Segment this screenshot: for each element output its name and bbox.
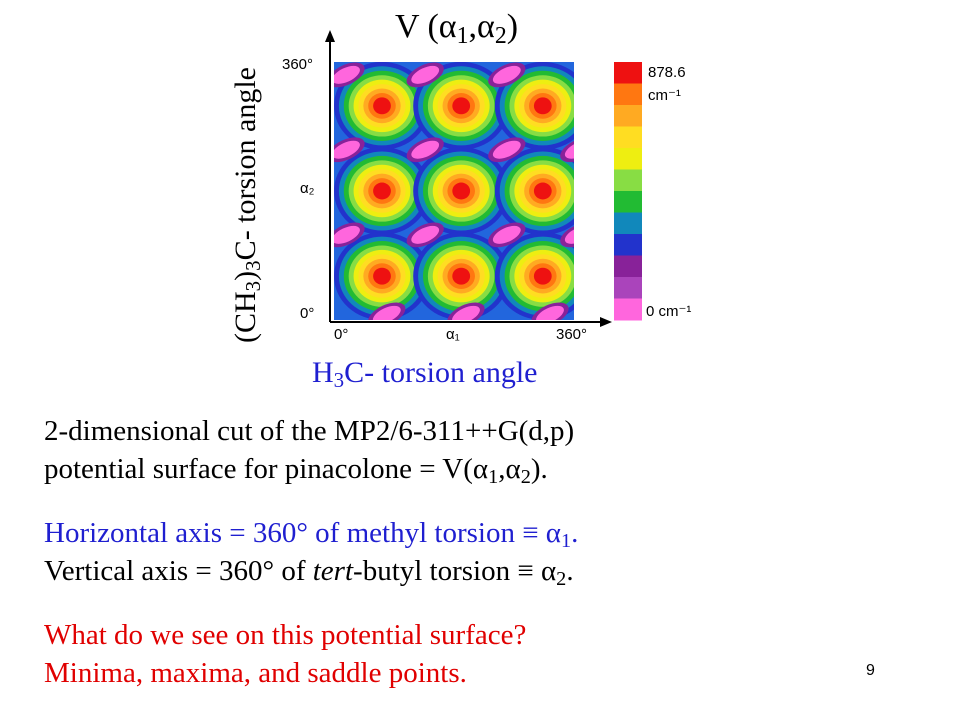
saddle-lobe (334, 65, 360, 84)
colorbar-segment (614, 83, 642, 106)
colorbar-segment (614, 126, 642, 149)
saddle-lobe (536, 305, 564, 320)
saddle-lobe (452, 305, 480, 320)
saddle-lobe (492, 140, 521, 159)
text-line-6: Minima, maxima, and saddle points. (44, 657, 467, 689)
colorbar-segment (614, 255, 642, 278)
colorbar-segment (614, 169, 642, 192)
y-tick-bottom: 0° (300, 305, 315, 322)
colorbar-segment (614, 148, 642, 170)
colorbar-segment (614, 62, 642, 84)
saddle-lobe (564, 225, 574, 244)
figure-title: V (α1,α2) (395, 8, 519, 49)
saddle-lobe (334, 225, 360, 244)
x-axis-label: H3C- torsion angle (312, 356, 538, 393)
text-line-4: Vertical axis = 360° of tert-butyl torsi… (44, 555, 574, 591)
text-line-3: Horizontal axis = 360° of methyl torsion… (44, 517, 579, 553)
saddle-lobe (411, 225, 440, 244)
x-tick-right: 360° (556, 326, 588, 343)
contour-ring (533, 97, 552, 115)
saddle-lobe (411, 140, 440, 159)
colorbar-segment (614, 234, 642, 256)
colorbar-segment (614, 298, 642, 321)
colorbar-max-unit: cm⁻¹ (648, 87, 681, 104)
colorbar-segment (614, 212, 642, 235)
text-line-5: What do we see on this potential surface… (44, 619, 527, 651)
contour-ring (373, 97, 391, 115)
colorbar (614, 62, 642, 321)
contour-ring (533, 267, 552, 285)
colorbar-segment (614, 191, 642, 213)
contour-plot (334, 62, 574, 320)
colorbar-max-label: 878.6 (648, 64, 686, 81)
contour-ring (452, 182, 471, 200)
contour-ring (533, 182, 552, 200)
contour-ring (452, 97, 471, 115)
text-line-1: 2-dimensional cut of the MP2/6-311++G(d,… (44, 415, 575, 447)
y-tick-mid: α₂ (300, 180, 315, 197)
contour-ring (373, 267, 391, 285)
colorbar-segment (614, 277, 642, 299)
saddle-lobe (411, 65, 440, 84)
saddle-lobe (372, 305, 401, 320)
colorbar-segment (614, 105, 642, 127)
y-axis-arrow-icon (325, 30, 335, 42)
contour-ring (373, 182, 391, 200)
text-line-2: potential surface for pinacolone = V(α1,… (44, 453, 548, 489)
y-tick-top: 360° (282, 56, 314, 73)
colorbar-min-label: 0 cm⁻¹ (646, 303, 692, 320)
page-number: 9 (866, 662, 875, 679)
saddle-lobe (492, 225, 521, 244)
contour-ring (452, 267, 471, 285)
x-axis-arrow-icon (600, 317, 612, 327)
saddle-lobe (564, 140, 574, 159)
x-tick-mid: α₁ (446, 326, 460, 343)
saddle-lobe (334, 140, 360, 159)
x-tick-left: 0° (334, 326, 349, 343)
saddle-lobe (492, 65, 521, 84)
